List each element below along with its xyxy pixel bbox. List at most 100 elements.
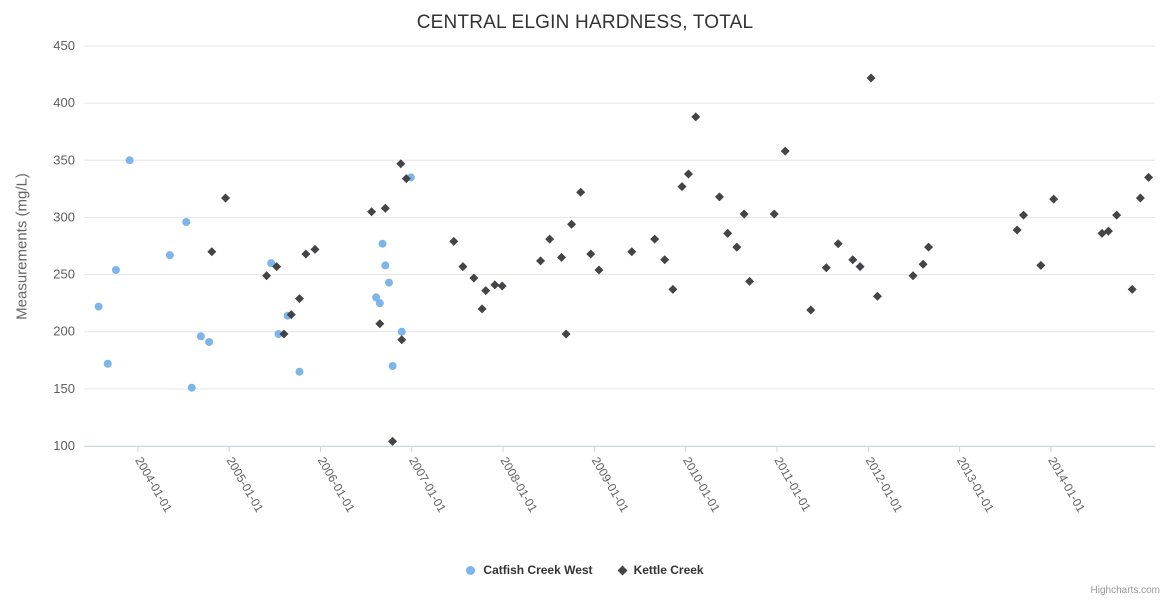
data-point[interactable]: [677, 182, 687, 192]
data-point[interactable]: [397, 327, 406, 336]
data-point[interactable]: [221, 193, 231, 203]
data-point[interactable]: [586, 249, 596, 259]
data-point[interactable]: [262, 271, 272, 281]
data-point[interactable]: [267, 259, 276, 268]
data-point[interactable]: [182, 218, 191, 226]
data-point[interactable]: [372, 293, 381, 302]
data-point[interactable]: [279, 329, 289, 339]
data-point[interactable]: [1135, 193, 1145, 203]
data-point[interactable]: [125, 156, 134, 165]
data-point[interactable]: [780, 146, 790, 156]
data-point[interactable]: [286, 310, 296, 320]
data-point[interactable]: [567, 219, 577, 229]
data-point[interactable]: [301, 249, 311, 259]
data-point[interactable]: [458, 262, 468, 272]
x-axis-label: 2004-01-01: [132, 455, 175, 515]
data-point[interactable]: [477, 304, 487, 314]
data-point[interactable]: [536, 256, 546, 266]
data-point[interactable]: [274, 330, 283, 338]
data-point[interactable]: [1036, 260, 1046, 270]
data-point[interactable]: [806, 305, 816, 315]
data-point[interactable]: [401, 174, 411, 184]
series-kettle-creek: [207, 73, 1154, 446]
data-point[interactable]: [745, 276, 755, 286]
data-point[interactable]: [739, 209, 749, 219]
data-point[interactable]: [691, 112, 701, 122]
data-point[interactable]: [855, 262, 865, 272]
data-point[interactable]: [732, 242, 742, 252]
data-point[interactable]: [94, 302, 103, 311]
x-axis-label: 2009-01-01: [589, 455, 632, 515]
data-point[interactable]: [449, 236, 459, 246]
data-point[interactable]: [545, 234, 555, 244]
y-axis-label: 350: [53, 152, 75, 167]
series-catfish-creek-west: [94, 156, 415, 392]
x-axis-label: 2012-01-01: [863, 455, 906, 515]
data-point[interactable]: [714, 192, 724, 202]
data-point[interactable]: [469, 273, 479, 283]
data-point[interactable]: [205, 338, 214, 346]
data-point[interactable]: [375, 299, 384, 308]
data-point[interactable]: [668, 284, 678, 294]
data-point[interactable]: [848, 255, 858, 265]
data-point[interactable]: [396, 159, 406, 169]
data-point[interactable]: [294, 294, 304, 304]
data-point[interactable]: [1112, 210, 1122, 220]
data-point[interactable]: [295, 367, 304, 376]
data-point[interactable]: [872, 291, 882, 301]
data-point[interactable]: [272, 262, 282, 272]
data-point[interactable]: [650, 234, 660, 244]
data-point[interactable]: [490, 280, 500, 290]
x-axis-label: 2005-01-01: [224, 455, 267, 515]
legend-label: Catfish Creek West: [483, 563, 593, 577]
data-point[interactable]: [576, 187, 586, 197]
y-axis-label: 150: [53, 381, 75, 396]
data-point[interactable]: [1103, 226, 1113, 236]
data-point[interactable]: [924, 242, 934, 252]
data-point[interactable]: [310, 244, 320, 254]
data-point[interactable]: [557, 252, 567, 262]
y-axis-label: 100: [53, 438, 75, 453]
data-point[interactable]: [723, 228, 733, 238]
data-point[interactable]: [388, 436, 398, 446]
data-point[interactable]: [388, 362, 397, 370]
data-point[interactable]: [187, 383, 196, 392]
data-point[interactable]: [833, 239, 843, 249]
data-point[interactable]: [594, 265, 604, 275]
data-point[interactable]: [380, 203, 390, 213]
data-point[interactable]: [769, 209, 779, 219]
data-point[interactable]: [627, 247, 637, 257]
data-point[interactable]: [207, 247, 217, 257]
x-axis-label: 2013-01-01: [954, 455, 997, 515]
data-point[interactable]: [397, 335, 407, 345]
data-point[interactable]: [367, 207, 377, 217]
data-point[interactable]: [918, 259, 928, 269]
data-point[interactable]: [378, 239, 387, 248]
data-point[interactable]: [821, 263, 831, 273]
data-point[interactable]: [375, 319, 385, 329]
legend: Catfish Creek West Kettle Creek: [0, 563, 1170, 577]
legend-item-catfish-creek-west[interactable]: Catfish Creek West: [466, 563, 593, 577]
data-point[interactable]: [497, 281, 507, 291]
data-point[interactable]: [111, 266, 120, 274]
credits-link[interactable]: Highcharts.com: [1090, 585, 1160, 596]
data-point[interactable]: [481, 286, 491, 296]
data-point[interactable]: [1144, 172, 1154, 182]
data-point[interactable]: [381, 261, 390, 270]
data-point[interactable]: [196, 332, 205, 341]
data-point[interactable]: [1049, 194, 1059, 204]
data-point[interactable]: [561, 329, 571, 339]
data-point[interactable]: [660, 255, 670, 265]
data-point[interactable]: [103, 359, 112, 368]
data-point[interactable]: [908, 271, 918, 281]
y-axis-label: 250: [53, 267, 75, 282]
data-point[interactable]: [1012, 225, 1022, 235]
data-point[interactable]: [1127, 284, 1137, 294]
data-point[interactable]: [683, 169, 693, 179]
data-point[interactable]: [165, 251, 174, 260]
data-point[interactable]: [1019, 210, 1029, 220]
legend-item-kettle-creek[interactable]: Kettle Creek: [617, 563, 704, 577]
data-point[interactable]: [866, 73, 876, 83]
data-point[interactable]: [384, 278, 393, 287]
